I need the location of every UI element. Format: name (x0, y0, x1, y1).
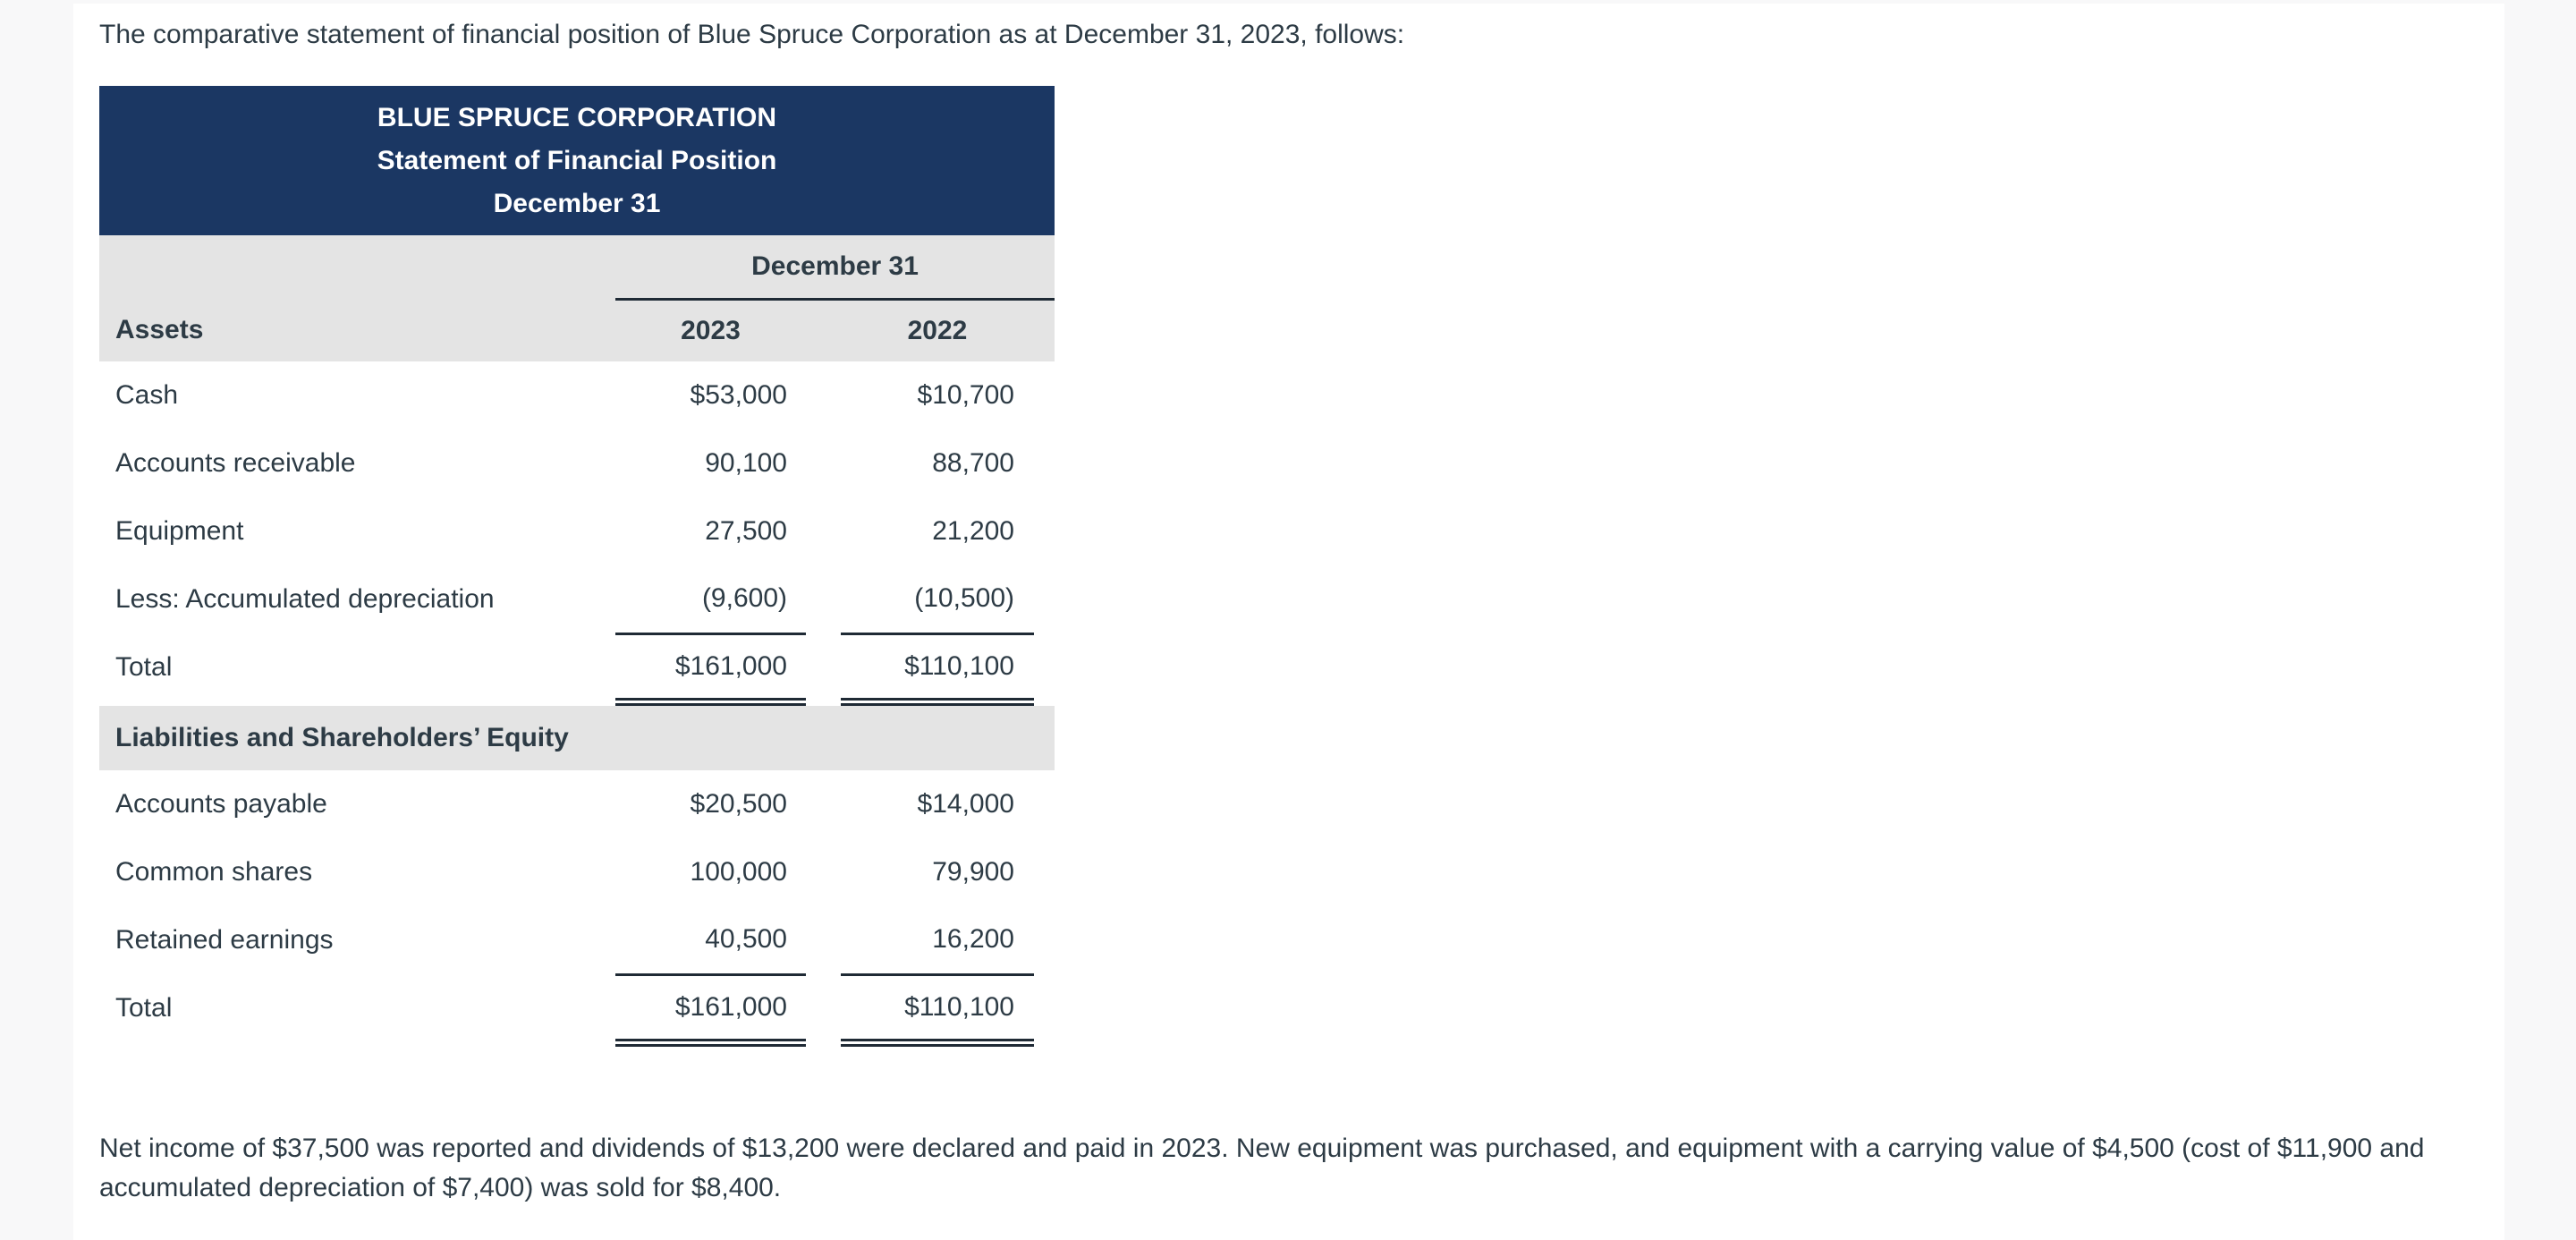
value-2023: 40,500 (615, 906, 806, 976)
row-end-pad (1034, 361, 1055, 429)
column-group-header: December 31 (615, 235, 1055, 301)
row-end-pad (1034, 906, 1055, 974)
footer-text: Net income of $37,500 was reported and d… (99, 1133, 2425, 1202)
table-row: Total $161,000 $110,100 (99, 633, 1055, 706)
value-2022: $110,100 (841, 974, 1034, 1047)
column-gap (806, 429, 841, 497)
column-gap (806, 361, 841, 429)
table-row: Less: Accumulated depreciation (9,600) (10… (99, 565, 1055, 635)
column-group-row: December 31 (99, 235, 1055, 301)
table-row: Equipment 27,500 21,200 (99, 497, 1055, 565)
statement-header: BLUE SPRUCE CORPORATION Statement of Fin… (99, 86, 1055, 235)
row-label: Less: Accumulated depreciation (99, 565, 615, 633)
intro-text: The comparative statement of financial p… (99, 20, 1405, 49)
value-2022: $110,100 (841, 633, 1034, 706)
value-2022: $10,700 (841, 361, 1034, 429)
table-row: Total $161,000 $110,100 (99, 974, 1055, 1047)
value-2022: 79,900 (841, 838, 1034, 906)
column-gap (806, 633, 841, 701)
value-2023: 27,500 (615, 497, 806, 565)
row-label: Common shares (99, 838, 615, 906)
row-label: Total (99, 974, 615, 1042)
row-label: Total (99, 633, 615, 701)
row-label: Cash (99, 361, 615, 429)
row-label: Accounts payable (99, 770, 615, 838)
table-row: Cash $53,000 $10,700 (99, 361, 1055, 429)
assets-rows: Cash $53,000 $10,700 Accounts receivable 90,… (99, 361, 1055, 706)
financial-statement: BLUE SPRUCE CORPORATION Statement of Fin… (99, 86, 1055, 1047)
section-header-liabilities-equity: Liabilities and Shareholders’ Equity (99, 701, 1055, 770)
empty-cell (99, 235, 615, 299)
row-end-pad (1034, 974, 1055, 1042)
section-band-row: Liabilities and Shareholders’ Equity (99, 701, 1055, 770)
value-2023: $161,000 (615, 633, 806, 706)
column-header-2023: 2023 (615, 299, 806, 361)
row-end-pad (1034, 565, 1055, 633)
row-label: Accounts receivable (99, 429, 615, 497)
statement-title: Statement of Financial Position (377, 146, 777, 175)
table-row: Accounts receivable 90,100 88,700 (99, 429, 1055, 497)
statement-date-line: December 31 (493, 189, 661, 218)
content-card: The comparative statement of financial p… (73, 4, 2504, 1240)
column-header-2022: 2022 (841, 299, 1034, 361)
column-gap (806, 906, 841, 974)
row-label: Retained earnings (99, 906, 615, 974)
value-2022: $14,000 (841, 770, 1034, 838)
value-2023: $161,000 (615, 974, 806, 1047)
value-2022: 16,200 (841, 906, 1034, 976)
row-end-pad (1034, 299, 1055, 361)
liabilities-equity-rows: Accounts payable $20,500 $14,000 Common sha… (99, 770, 1055, 1047)
section-header-assets: Assets (99, 299, 615, 361)
column-headers-row: Assets 2023 2022 (99, 299, 1055, 361)
row-end-pad (1034, 429, 1055, 497)
column-gap (806, 565, 841, 633)
statement-company-name: BLUE SPRUCE CORPORATION (377, 103, 777, 132)
row-end-pad (1034, 497, 1055, 565)
column-gap (806, 974, 841, 1042)
row-end-pad (1034, 838, 1055, 906)
financial-position-table: December 31 Assets 2023 2022 Cash $53,000… (99, 235, 1055, 1047)
column-gap (806, 497, 841, 565)
value-2022: 21,200 (841, 497, 1034, 565)
table-row: Accounts payable $20,500 $14,000 (99, 770, 1055, 838)
value-2023: $20,500 (615, 770, 806, 838)
value-2023: 100,000 (615, 838, 806, 906)
table-row: Common shares 100,000 79,900 (99, 838, 1055, 906)
value-2022: 88,700 (841, 429, 1034, 497)
column-gap (806, 838, 841, 906)
value-2023: (9,600) (615, 565, 806, 635)
column-gap (806, 770, 841, 838)
row-end-pad (1034, 633, 1055, 701)
value-2023: $53,000 (615, 361, 806, 429)
value-2023: 90,100 (615, 429, 806, 497)
table-row: Retained earnings 40,500 16,200 (99, 906, 1055, 976)
row-end-pad (1034, 770, 1055, 838)
row-label: Equipment (99, 497, 615, 565)
column-gap (806, 299, 841, 361)
value-2022: (10,500) (841, 565, 1034, 635)
